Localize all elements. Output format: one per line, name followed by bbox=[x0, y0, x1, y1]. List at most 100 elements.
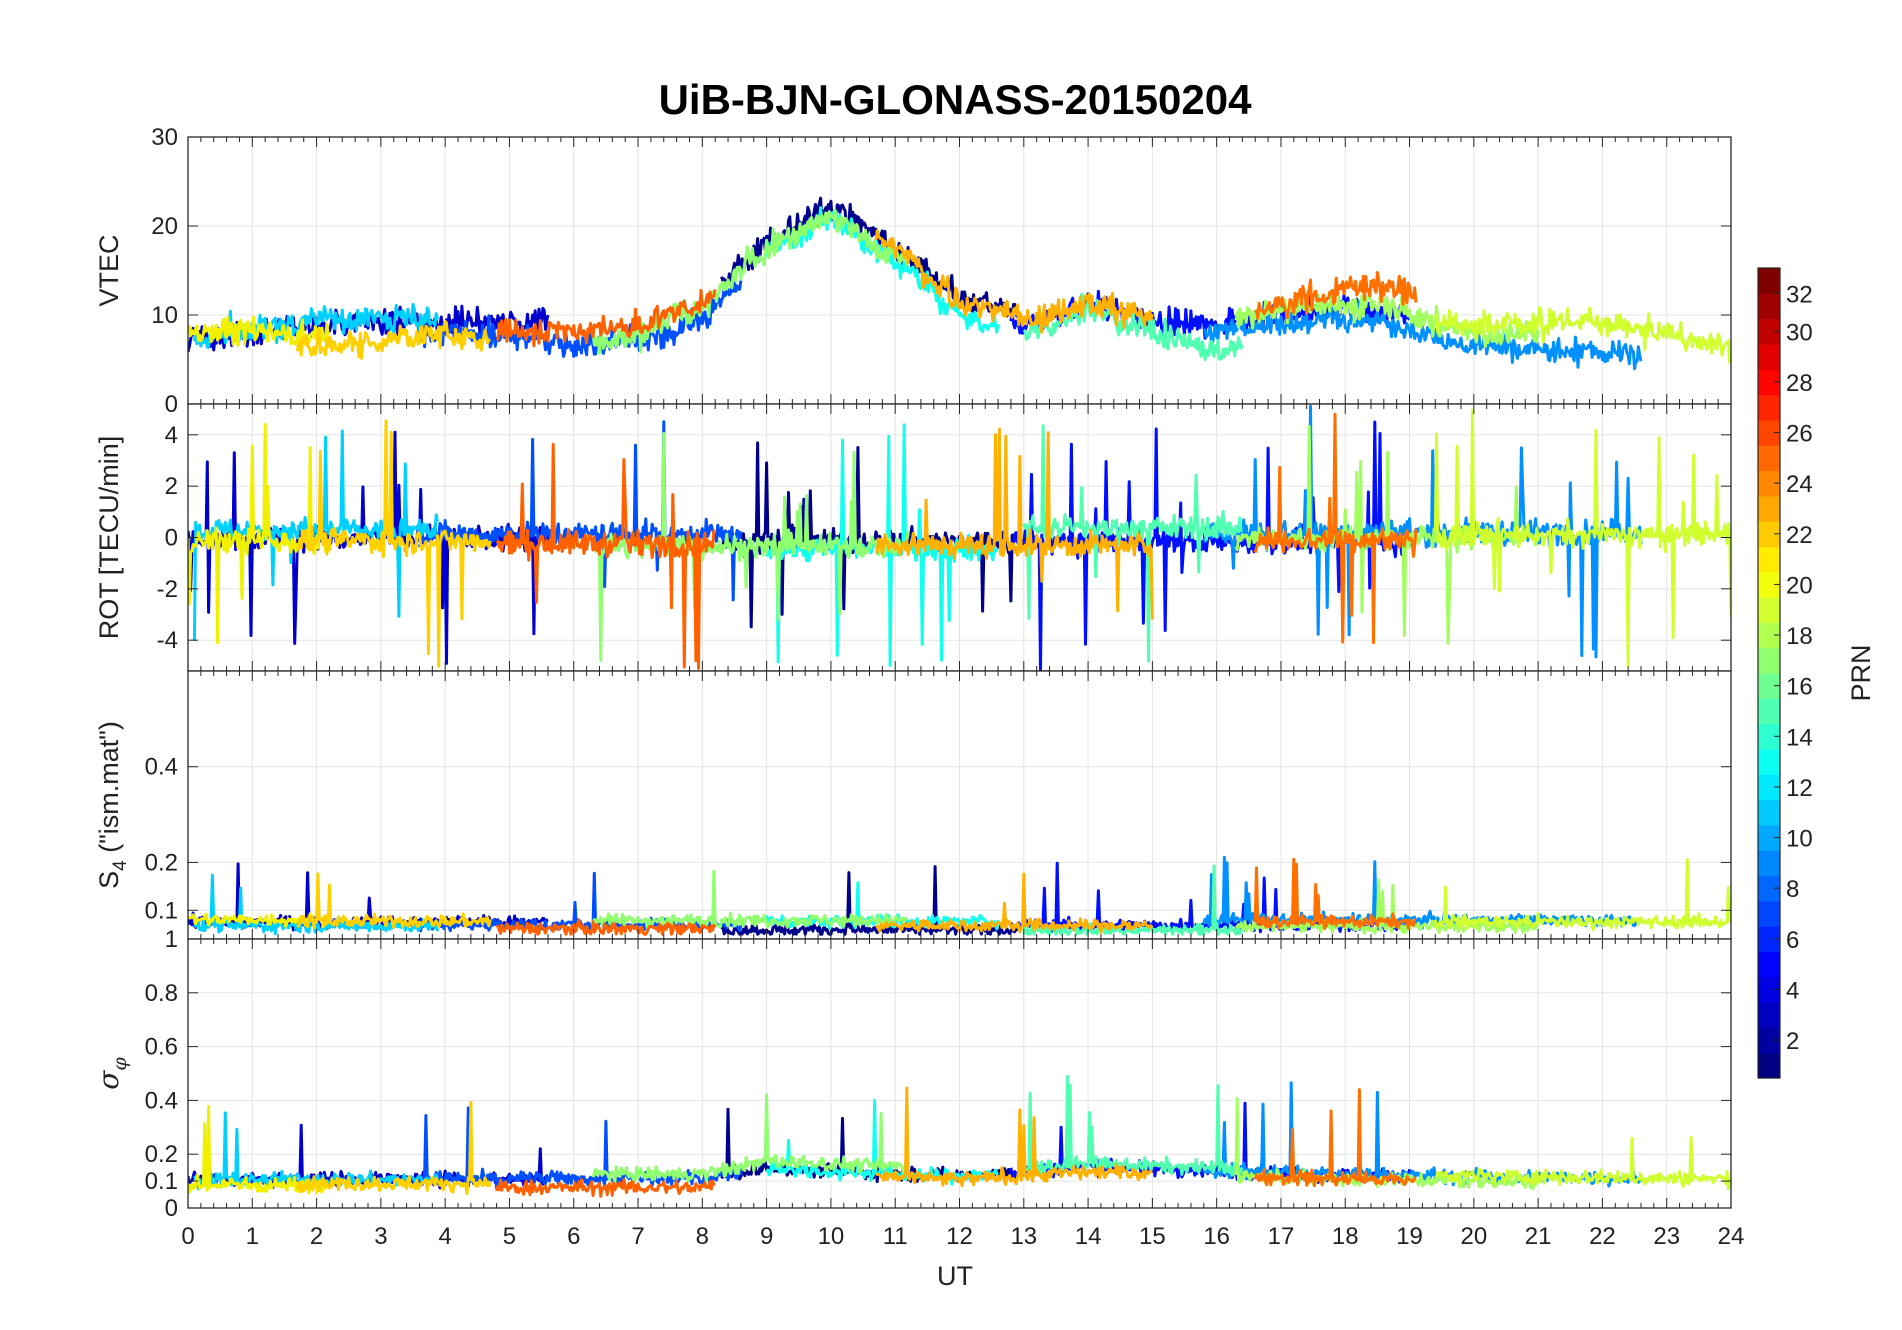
y-tick-label: 0.2 bbox=[145, 849, 178, 876]
colorbar-bin bbox=[1758, 824, 1780, 851]
series-prn-19 bbox=[1434, 1135, 1731, 1191]
colorbar-tick-label: 14 bbox=[1786, 724, 1813, 751]
series-prn-24 bbox=[1253, 857, 1417, 931]
series-prn-22 bbox=[874, 427, 1154, 620]
y-tick-label: 1 bbox=[165, 926, 178, 953]
x-tick-label: 13 bbox=[1010, 1223, 1037, 1250]
colorbar-bin bbox=[1758, 521, 1780, 548]
x-tick-label: 3 bbox=[374, 1223, 387, 1250]
x-tick-label: 9 bbox=[760, 1223, 773, 1250]
colorbar-label: PRN bbox=[1846, 644, 1876, 701]
panel-vtec: 0 10 20 30 VTEC bbox=[94, 124, 1732, 418]
colorbar-bin bbox=[1758, 647, 1780, 674]
panel-vtec-series bbox=[188, 196, 1731, 371]
colorbar-bin bbox=[1758, 774, 1780, 801]
series-prn-25 bbox=[495, 918, 717, 936]
colorbar-tick-label: 8 bbox=[1786, 876, 1799, 903]
series-prn-11 bbox=[192, 873, 439, 936]
y-tick-label: 0.1 bbox=[145, 897, 178, 924]
y-label-subscript: φ bbox=[109, 1057, 131, 1071]
series-prn-21 bbox=[295, 1100, 492, 1196]
colorbar-tick-label: 26 bbox=[1786, 421, 1813, 448]
panel-s4-series bbox=[188, 855, 1731, 936]
series-prn-24 bbox=[1253, 1088, 1417, 1188]
colorbar-tick-label: 16 bbox=[1786, 674, 1813, 701]
colorbar-bin bbox=[1758, 546, 1780, 573]
x-tick-label: 14 bbox=[1075, 1223, 1102, 1250]
colorbar-bin bbox=[1758, 343, 1780, 370]
x-axis-label: UT bbox=[937, 1261, 973, 1291]
colorbar-tick-label: 10 bbox=[1786, 826, 1813, 853]
y-tick-label: 0.6 bbox=[145, 1034, 178, 1061]
colorbar-bin bbox=[1758, 1002, 1780, 1028]
x-tick-label: 7 bbox=[631, 1223, 644, 1250]
panel-sigma-phi: 00.10.2 0.4 0.6 0.8 1 σφ bbox=[92, 926, 1732, 1222]
panel-sigma-phi-y-ticks: 00.10.2 0.4 0.6 0.8 1 bbox=[145, 926, 1731, 1222]
panel-vtec-y-label: VTEC bbox=[94, 234, 124, 306]
panel-s4: 0.1 0.2 0.4 S4 ("ism.mat") bbox=[94, 670, 1732, 940]
y-label-main: σ bbox=[92, 1070, 125, 1090]
x-tick-label: 19 bbox=[1396, 1223, 1423, 1250]
series-prn-16 bbox=[591, 869, 909, 929]
x-tick-label: 17 bbox=[1268, 1223, 1295, 1250]
panel-sigma-phi-series bbox=[188, 1075, 1731, 1198]
colorbar-bin bbox=[1758, 369, 1780, 396]
colorbar-bin bbox=[1758, 875, 1780, 902]
colorbar-frame bbox=[1757, 267, 1781, 1079]
x-tick-label: 23 bbox=[1653, 1223, 1680, 1250]
colorbar-bin bbox=[1758, 748, 1780, 775]
series-prn-14 bbox=[1022, 864, 1244, 936]
y-tick-label: 0.4 bbox=[145, 754, 178, 781]
colorbar-bin bbox=[1758, 850, 1780, 877]
panel-vtec-y-ticks: 0 10 20 30 bbox=[151, 124, 1731, 418]
colorbar-bin bbox=[1758, 900, 1780, 927]
colorbar-bin bbox=[1758, 394, 1780, 421]
colorbar-bin bbox=[1758, 926, 1780, 953]
y-tick-label: 0 bbox=[165, 1195, 178, 1222]
y-tick-label: -2 bbox=[157, 576, 178, 603]
colorbar-bin bbox=[1758, 698, 1780, 725]
colorbar-tick-label: 22 bbox=[1786, 522, 1813, 549]
colorbar-bin bbox=[1758, 571, 1780, 598]
x-tick-label: 18 bbox=[1332, 1223, 1359, 1250]
colorbar-bin bbox=[1758, 419, 1780, 446]
colorbar-bin bbox=[1758, 597, 1780, 623]
series-prn-14 bbox=[1022, 424, 1243, 663]
x-tick-label: 0 bbox=[181, 1223, 194, 1250]
colorbar-tick-label: 30 bbox=[1786, 319, 1813, 346]
x-tick-label: 8 bbox=[696, 1223, 709, 1250]
series-prn-22 bbox=[874, 229, 1154, 334]
colorbar-tick-label: 6 bbox=[1786, 927, 1799, 954]
y-tick-label: 30 bbox=[151, 124, 178, 151]
series-prn-1 bbox=[720, 865, 1019, 936]
x-tick-label: 6 bbox=[567, 1223, 580, 1250]
series-prn-24 bbox=[1253, 412, 1418, 645]
colorbar-tick-label: 20 bbox=[1786, 572, 1813, 599]
y-tick-label: -4 bbox=[157, 627, 178, 654]
y-tick-label: 10 bbox=[151, 302, 178, 329]
x-tick-label: 10 bbox=[818, 1223, 845, 1250]
panel-rot-x-ticks bbox=[187, 404, 1732, 671]
series-prn-21 bbox=[295, 319, 492, 360]
colorbar-bin bbox=[1758, 445, 1780, 472]
colorbar-bin bbox=[1758, 293, 1780, 320]
x-tick-label: 24 bbox=[1718, 1223, 1745, 1250]
x-tick-label: 11 bbox=[883, 1223, 908, 1250]
chart-title: UiB-BJN-GLONASS-20150204 bbox=[659, 76, 1253, 123]
y-tick-label: 0.8 bbox=[145, 980, 178, 1007]
x-tick-label: 2 bbox=[310, 1223, 323, 1250]
series-prn-25 bbox=[495, 442, 717, 670]
series-prn-22 bbox=[875, 1086, 1153, 1188]
x-tick-label: 22 bbox=[1589, 1223, 1616, 1250]
series-prn-25 bbox=[496, 288, 717, 348]
series-prn-25 bbox=[495, 1178, 716, 1198]
series-prn-16 bbox=[591, 208, 909, 355]
x-axis: 0 1 2 3 4 5 6 7 8 9 10 11 12 13 14 15 16 17 18 19 20 21 22 23 24 bbox=[181, 1223, 1744, 1250]
colorbar-tick-label: 4 bbox=[1786, 977, 1799, 1004]
colorbar-bin bbox=[1758, 723, 1780, 750]
y-label-rest: ("ism.mat") bbox=[94, 721, 124, 860]
series-prn-21 bbox=[296, 419, 492, 668]
series-prn-16 bbox=[591, 432, 910, 662]
